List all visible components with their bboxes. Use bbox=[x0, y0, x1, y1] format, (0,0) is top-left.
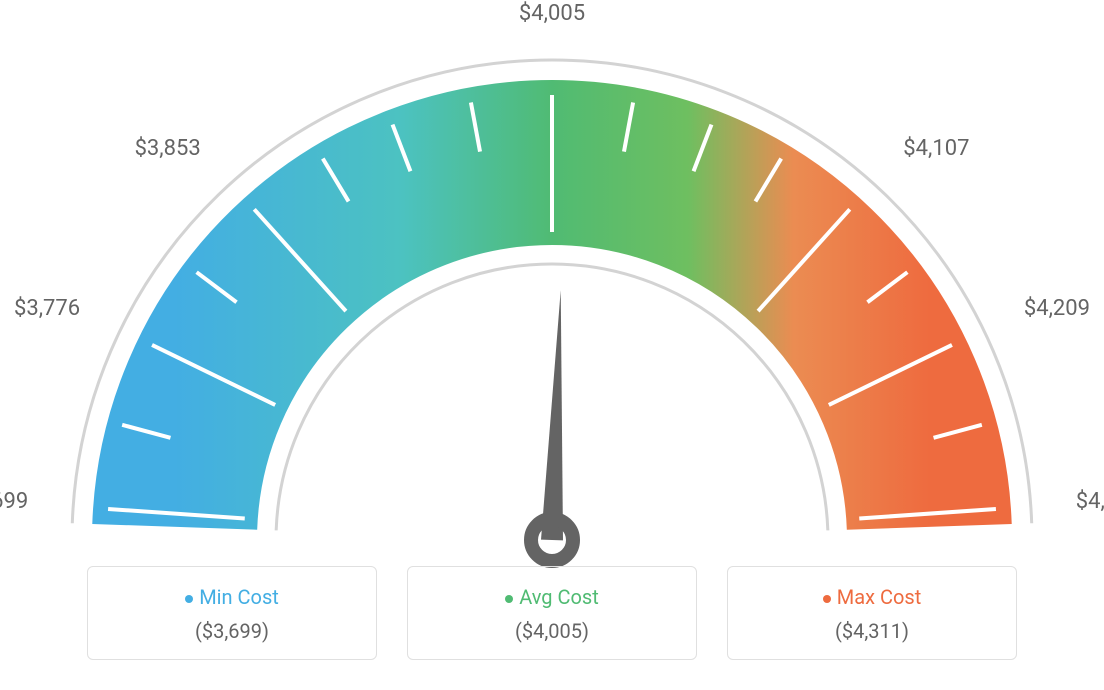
gauge-tick-label: $4,311 bbox=[1076, 489, 1104, 514]
legend-card: Avg Cost ($4,005) bbox=[407, 566, 697, 660]
legend-card-title: Avg Cost bbox=[408, 585, 696, 609]
legend-card-label: Min Cost bbox=[199, 585, 279, 609]
gauge-tick-label: $4,005 bbox=[519, 1, 585, 26]
gauge-svg bbox=[0, 30, 1104, 590]
gauge-container: $3,699 $3,776 $3,853 $4,005 $4,107 $4,209 $4,3… bbox=[0, 0, 1104, 560]
legend-dot-icon bbox=[505, 595, 513, 603]
legend-card-title: Max Cost bbox=[728, 585, 1016, 609]
gauge-tick-label: $3,699 bbox=[0, 489, 28, 514]
gauge-tick-label: $4,209 bbox=[1024, 296, 1090, 321]
legend-card-value: ($4,005) bbox=[408, 619, 696, 643]
legend-card: Min Cost ($3,699) bbox=[87, 566, 377, 660]
gauge-tick-label: $4,107 bbox=[903, 136, 969, 161]
legend-row: Min Cost ($3,699) Avg Cost ($4,005) Max Cost… bbox=[87, 566, 1017, 660]
gauge-tick-label: $3,776 bbox=[14, 296, 80, 321]
legend-card-value: ($3,699) bbox=[88, 619, 376, 643]
legend-card: Max Cost ($4,311) bbox=[727, 566, 1017, 660]
legend-card-title: Min Cost bbox=[88, 585, 376, 609]
gauge-tick-label: $3,853 bbox=[135, 136, 201, 161]
legend-card-label: Avg Cost bbox=[519, 585, 599, 609]
legend-card-value: ($4,311) bbox=[728, 619, 1016, 643]
legend-card-label: Max Cost bbox=[837, 585, 922, 609]
legend-dot-icon bbox=[823, 595, 831, 603]
gauge-needle bbox=[541, 290, 563, 540]
legend-dot-icon bbox=[185, 595, 193, 603]
